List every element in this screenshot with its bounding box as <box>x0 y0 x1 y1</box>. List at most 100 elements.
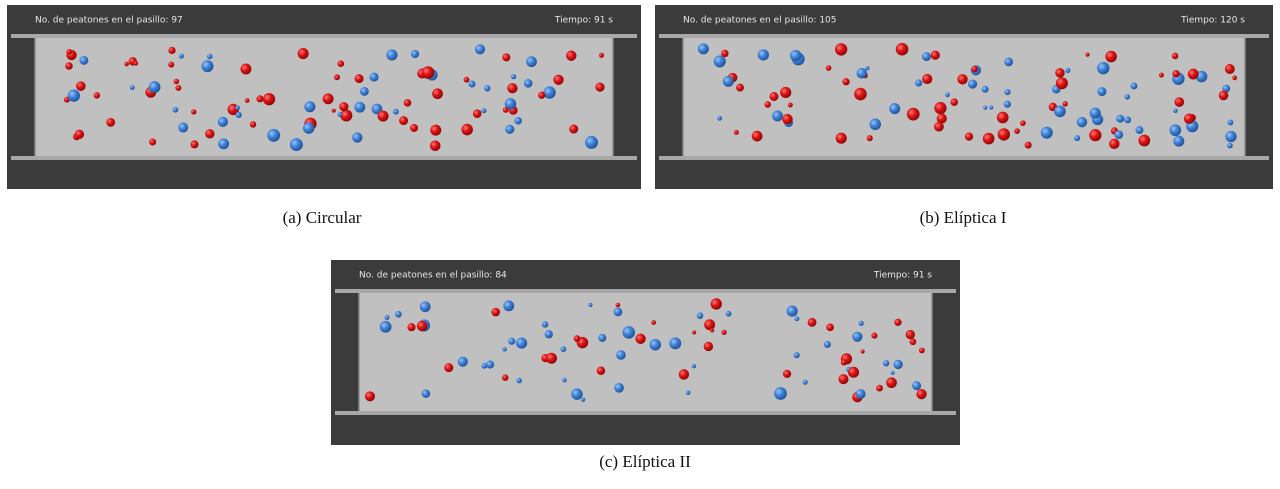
pedestrian <box>1014 128 1020 134</box>
pedestrian <box>1173 108 1178 113</box>
pedestrian <box>826 65 832 71</box>
pedestrian <box>386 49 397 60</box>
pedestrian <box>124 62 129 67</box>
pedestrian <box>1159 73 1164 78</box>
pedestrian <box>867 135 873 141</box>
pedestrian <box>430 125 441 136</box>
pedestrian <box>218 138 229 149</box>
pedestrian <box>149 81 161 93</box>
pedestrian <box>395 311 402 318</box>
pedestrian <box>616 350 626 360</box>
pedestrian <box>734 130 739 135</box>
pedestrian <box>614 383 624 393</box>
pedestrian <box>1077 117 1087 127</box>
pedestrian <box>94 92 101 99</box>
pedestrian <box>298 48 309 59</box>
pedestrian <box>422 66 435 79</box>
pedestrian <box>502 347 506 351</box>
pedestrian <box>916 389 926 399</box>
pedestrian <box>989 105 993 109</box>
pedestrian <box>861 349 865 353</box>
pedestrian <box>692 364 696 368</box>
pedestrian <box>599 53 604 58</box>
pedestrian <box>411 50 419 58</box>
pedestrian <box>468 80 475 87</box>
pedestrian <box>338 112 343 117</box>
pedestrian <box>598 334 606 342</box>
pedestrian <box>752 131 763 142</box>
pedestrian <box>934 122 944 132</box>
pedestrian <box>983 106 987 110</box>
pedestrian <box>1169 124 1181 136</box>
pedestrian <box>758 49 769 60</box>
pedestrian <box>889 103 900 114</box>
pedestrian <box>907 108 920 121</box>
pedestrian <box>934 102 946 114</box>
pedestrian <box>1225 64 1235 74</box>
pedestrian <box>1097 87 1106 96</box>
pedestrian <box>915 79 922 86</box>
pedestrian <box>711 298 722 309</box>
pedestrian <box>473 109 482 118</box>
pedestrian <box>1124 116 1131 123</box>
pedestrian <box>1227 120 1233 126</box>
pedestrian <box>134 61 138 65</box>
pedestrian <box>1004 101 1011 108</box>
pedestrian <box>507 83 517 93</box>
pedestrian <box>524 79 533 88</box>
pedestrian <box>543 86 555 98</box>
pedestrian <box>891 371 895 375</box>
pedestrian <box>380 321 392 333</box>
pedestrian <box>514 117 522 125</box>
pedestrian <box>1085 53 1089 57</box>
pedestrian <box>650 339 661 350</box>
pedestrian <box>444 363 453 372</box>
pedestrian <box>303 122 314 133</box>
pedestrian <box>323 93 334 104</box>
pedestrian <box>704 342 713 351</box>
pedestrian <box>290 138 303 151</box>
pedestrian <box>886 377 897 388</box>
pedestrian <box>764 101 771 108</box>
pedestrian <box>566 51 576 61</box>
pedestrian <box>922 74 932 84</box>
pedestrian <box>794 352 800 358</box>
pedestrian <box>835 43 847 55</box>
pedestrian <box>511 74 516 79</box>
pedestrian <box>736 84 744 92</box>
pedestrian <box>236 112 242 118</box>
pedestrian <box>168 47 175 54</box>
pedestrian <box>836 133 847 144</box>
pedestrian <box>407 323 415 331</box>
pedestrian <box>859 321 864 326</box>
pedestrian <box>774 387 787 400</box>
pedestrian <box>686 390 690 394</box>
pedestrian <box>971 66 978 73</box>
pedestrian <box>635 334 645 344</box>
pedestrian <box>337 60 344 67</box>
pedestrian <box>808 318 817 327</box>
pedestrian <box>842 78 849 85</box>
pedestrian <box>852 332 862 342</box>
subfigure-caption: (c) Elíptica II <box>599 452 691 471</box>
pedestrian <box>516 337 527 348</box>
pedestrian <box>410 124 418 132</box>
pedestrian <box>1219 91 1229 101</box>
pedestrian <box>399 116 408 125</box>
pedestrian <box>788 102 793 107</box>
pedestrian <box>526 56 537 67</box>
pedestrian <box>597 367 605 375</box>
pedestrian <box>622 326 635 339</box>
pedestrian <box>1020 120 1026 126</box>
pedestrian <box>205 129 214 138</box>
simulation-panel: No. de peatones en el pasillo: 97Tiempo:… <box>7 5 641 189</box>
pedestrian <box>66 49 72 55</box>
pedestrian <box>1055 68 1065 78</box>
pedestrian <box>178 123 188 133</box>
pedestrian <box>723 76 734 87</box>
pedestrian <box>422 389 431 398</box>
pedestrian <box>1130 82 1137 89</box>
pedestrian <box>896 43 909 56</box>
pedestrian <box>191 140 199 148</box>
pedestrian <box>790 50 801 61</box>
